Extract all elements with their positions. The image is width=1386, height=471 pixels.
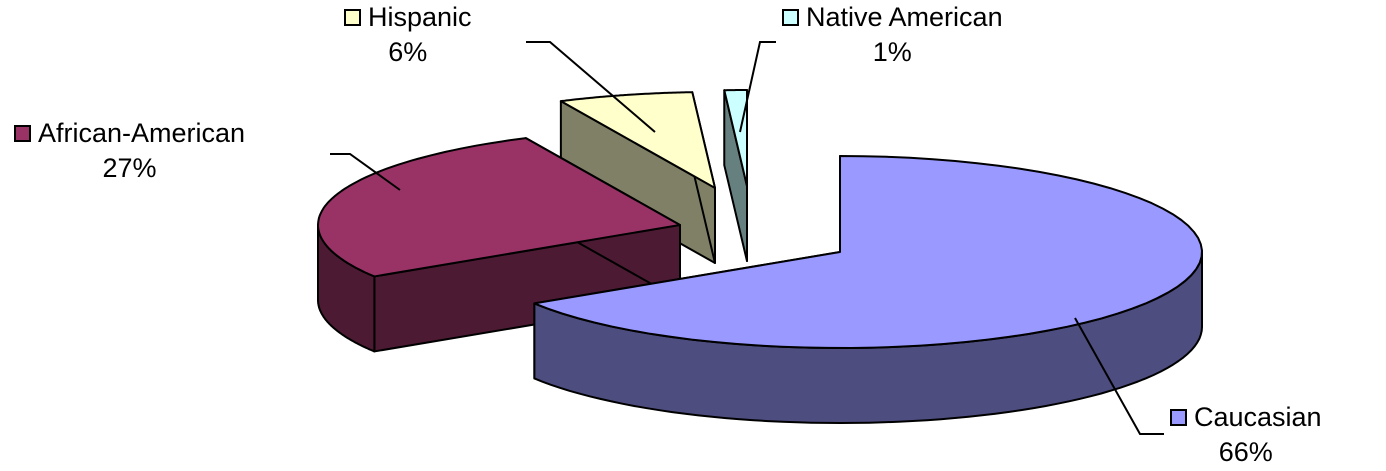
swatch-african-american [14, 125, 31, 142]
label-native-american-name: Native American [806, 2, 1003, 32]
leader-line-african-american [330, 153, 401, 191]
label-african-american-pct: 27% [102, 153, 157, 183]
label-native-american: Native American 1% [782, 4, 1003, 66]
label-caucasian-pct: 66% [1218, 437, 1273, 467]
label-hispanic-pct: 6% [388, 37, 428, 67]
slice-african-american [317, 137, 681, 278]
slice-native-american [723, 89, 748, 187]
label-african-american: African-American 27% [14, 120, 245, 182]
leader-line-hispanic [526, 41, 656, 133]
slice-caucasian [533, 155, 1203, 349]
label-caucasian-name: Caucasian [1194, 402, 1322, 432]
swatch-native-american [782, 9, 799, 26]
slice-tops [317, 89, 1203, 349]
label-african-american-name: African-American [38, 118, 246, 148]
label-native-american-pct: 1% [872, 37, 912, 67]
leader-line-caucasian [1074, 317, 1164, 435]
leader-line-native-american [739, 41, 776, 133]
label-hispanic: Hispanic 6% [344, 4, 472, 66]
label-hispanic-name: Hispanic [368, 2, 472, 32]
slice-hispanic [559, 91, 716, 189]
leader-lines [330, 41, 1164, 435]
label-caucasian: Caucasian 66% [1170, 404, 1322, 466]
swatch-caucasian [1170, 409, 1187, 426]
swatch-hispanic [344, 9, 361, 26]
